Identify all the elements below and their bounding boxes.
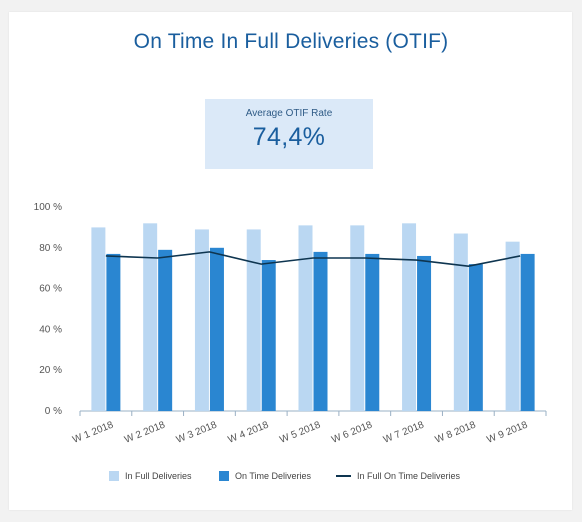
bar-in-full [402,223,417,411]
x-tick-label: W 8 2018 [434,419,478,445]
legend-swatch-in-full [109,471,119,481]
bar-on-time [106,253,121,411]
bar-in-full [453,233,468,411]
y-tick-label: 80 % [39,243,62,254]
line-in-full-on-time [105,251,521,267]
x-tick-label: W 5 2018 [278,419,322,445]
bar-in-full [505,241,520,411]
bar-on-time [417,255,432,411]
legend-swatch-on-time [219,471,229,481]
chart-title: On Time In Full Deliveries (OTIF) [133,30,449,53]
bar-in-full [194,229,209,411]
bar-in-full [143,223,158,411]
x-tick-label: W 7 2018 [382,419,426,445]
bar-on-time [365,253,380,411]
x-tick-label: W 9 2018 [485,419,529,445]
y-tick-label: 20 % [39,365,62,376]
kpi-label: Average OTIF Rate [245,108,333,119]
x-tick-label: W 6 2018 [330,419,374,445]
kpi-box: Average OTIF Rate 74,4% [205,99,373,169]
x-tick-label: W 2 2018 [123,419,167,445]
legend-label-otif: In Full On Time Deliveries [357,471,461,481]
x-tick-label: W 4 2018 [227,419,271,445]
y-tick-label: 40 % [39,324,62,335]
bar-in-full [350,225,365,411]
y-tick-label: 0 % [45,406,62,417]
bar-in-full [298,225,313,411]
legend-label-in-full: In Full Deliveries [125,471,192,481]
kpi-value: 74,4% [252,123,326,151]
bar-in-full [246,229,261,411]
bar-on-time [520,253,535,411]
y-tick-label: 60 % [39,284,62,295]
legend-label-on-time: On Time Deliveries [235,471,312,481]
x-tick-label: W 3 2018 [175,419,219,445]
bar-on-time [261,260,276,411]
y-tick-label: 100 % [34,202,62,213]
bar-in-full [91,227,106,411]
bar-on-time [468,264,483,411]
bar-on-time [158,249,173,411]
bar-on-time [209,247,224,411]
bar-on-time [313,251,328,411]
x-tick-label: W 1 2018 [71,419,115,445]
